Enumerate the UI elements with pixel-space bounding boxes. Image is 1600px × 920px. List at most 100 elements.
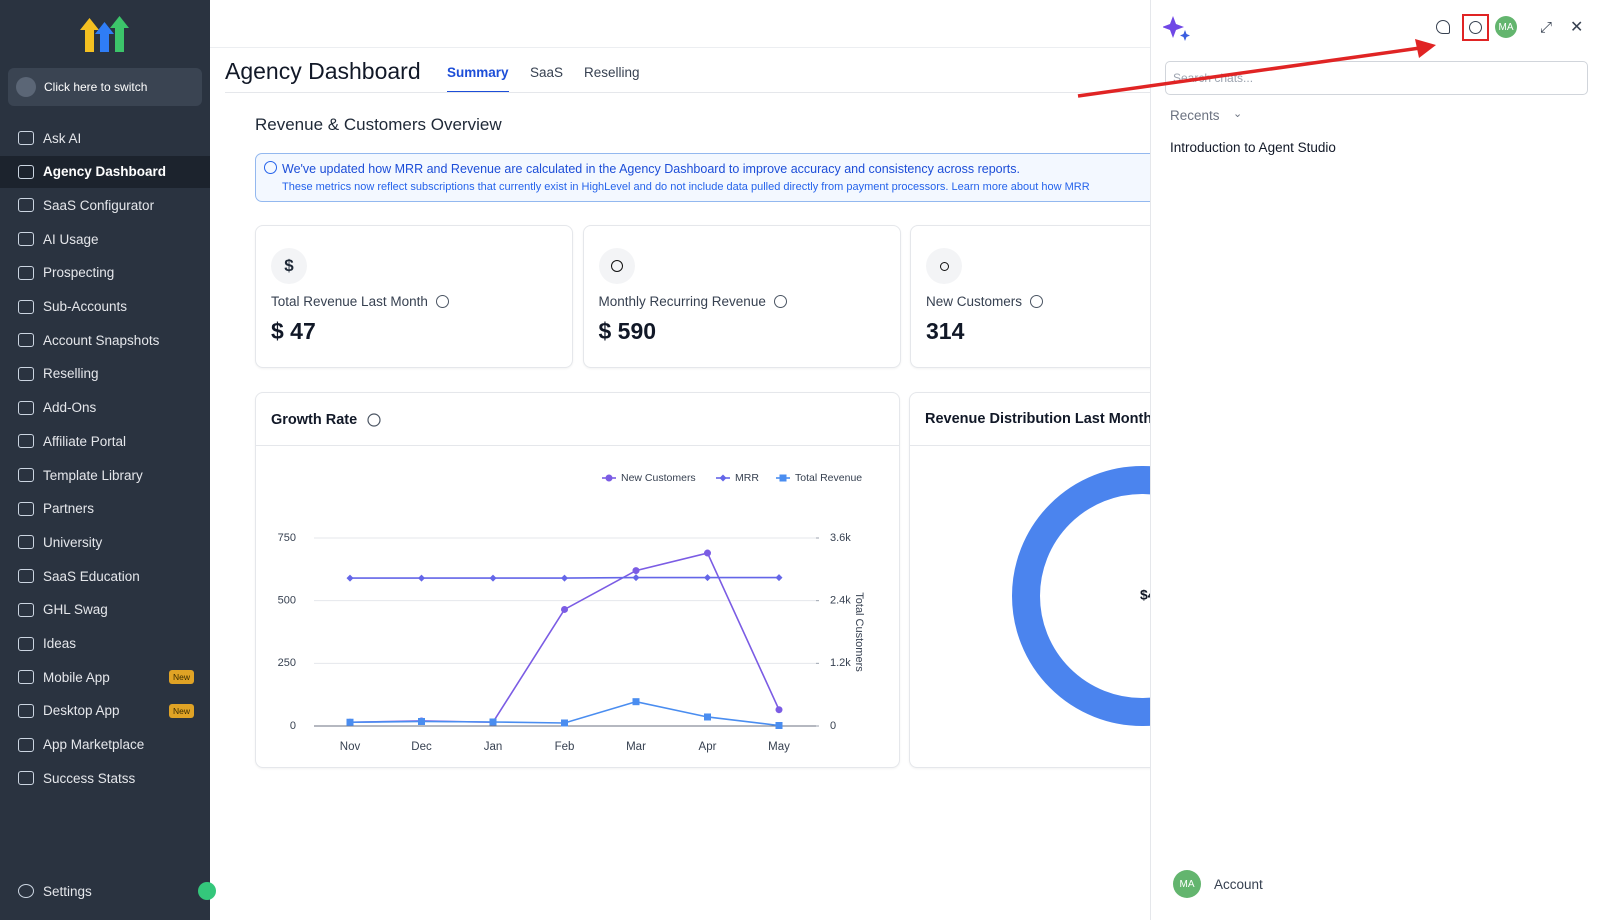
point (632, 698, 640, 706)
nav-icon (18, 670, 34, 685)
info-icon (773, 295, 787, 308)
point (704, 713, 711, 721)
x-tick-label: May (768, 741, 790, 753)
point (561, 719, 568, 727)
nav-item[interactable]: Ask AI (0, 122, 210, 154)
nav-item[interactable]: Success Statss (0, 762, 210, 794)
avatar: MA (1495, 16, 1517, 38)
point (704, 574, 711, 582)
point (719, 474, 727, 482)
nav-label: Settings (43, 883, 92, 899)
info-icon (367, 413, 381, 427)
nav-item[interactable]: Prospecting (0, 257, 210, 289)
nav-item[interactable]: AI Usage (0, 223, 210, 255)
nav-item[interactable]: GHL Swag (0, 594, 210, 626)
x-tick-label: Nov (340, 741, 361, 753)
nav-icon (18, 501, 34, 516)
y2-tick-label: 2.4k (830, 595, 851, 607)
legend-label: New Customers (621, 472, 696, 484)
nav-item[interactable]: Sub-Accounts (0, 291, 210, 323)
nav-item[interactable]: Template Library (0, 459, 210, 491)
nav-icon (18, 468, 34, 482)
point (418, 574, 425, 582)
nav-label: SaaS Configurator (43, 197, 155, 213)
nav-item[interactable]: SaaS Configurator (0, 189, 210, 221)
nav-item[interactable]: Affiliate Portal (0, 425, 210, 457)
nav-item[interactable]: Mobile App New (0, 661, 210, 693)
nav-icon (18, 299, 34, 314)
new-chat-button[interactable] (1436, 20, 1450, 34)
nav-item[interactable]: Partners (0, 493, 210, 525)
card-value: $ 47 (271, 318, 316, 344)
nav-label: Ideas (43, 636, 77, 651)
close-button[interactable]: ✕ (1570, 19, 1584, 36)
info-icon (1030, 295, 1044, 308)
nav-label: Success Statss (43, 770, 136, 786)
point (775, 721, 783, 729)
nav-icon (18, 602, 34, 617)
nav-item[interactable]: Reselling (0, 358, 210, 390)
sidebar: Click here to switch Ask AI Agency Dashbo… (0, 0, 216, 920)
point (605, 474, 613, 482)
account-link[interactable]: Account (1214, 877, 1263, 892)
nav-item[interactable]: Add-Ons (0, 392, 210, 424)
nav-item[interactable]: SaaS Education (0, 560, 210, 592)
nav-icon (18, 333, 34, 348)
badge: New (168, 703, 194, 718)
nav-item[interactable]: Settings (0, 875, 210, 907)
y2-tick-label: 0 (830, 720, 836, 732)
point (704, 549, 711, 557)
expand-button[interactable]: ⤢ (1540, 19, 1553, 36)
tab[interactable]: Summary (447, 65, 509, 93)
nav-icon (18, 636, 34, 651)
section-title: Revenue & Customers Overview (255, 115, 502, 134)
notice: We've updated how MRR and Revenue are ca… (255, 153, 1185, 202)
y-tick-label: 0 (290, 720, 296, 732)
nav-label: AI Usage (43, 231, 99, 247)
point (489, 574, 497, 582)
nav-label: Mobile App (43, 669, 110, 685)
nav-label: Ask AI (43, 130, 82, 146)
x-tick-label: Dec (411, 741, 432, 753)
nav-item[interactable]: Account Snapshots (0, 324, 210, 356)
tab-divider (225, 92, 1150, 93)
donut-ring (1012, 466, 1238, 726)
nav-label: GHL Swag (43, 602, 108, 618)
nav-item[interactable]: Ideas (0, 628, 210, 660)
nav-item[interactable]: Desktop App New (0, 695, 210, 727)
x-tick-label: Feb (555, 741, 575, 753)
history-button[interactable] (1469, 21, 1482, 34)
nav-icon (18, 434, 34, 449)
account-avatar: MA (1173, 870, 1201, 898)
x-tick-label: Apr (699, 741, 717, 753)
nav-icon (18, 569, 34, 584)
tab[interactable]: SaaS (530, 65, 564, 80)
nav-icon (18, 198, 34, 213)
account-switcher[interactable]: Click here to switch (8, 68, 202, 106)
collapse-button[interactable] (198, 882, 216, 900)
nav-item[interactable]: University (0, 526, 210, 558)
card-title: Revenue Distribution Last Month (925, 411, 1153, 427)
nav-icon (18, 535, 34, 550)
nav-icon (18, 232, 34, 247)
recents-toggle[interactable]: Recents (1170, 108, 1220, 123)
nav-item[interactable]: Agency Dashboard (0, 155, 210, 188)
card-icon: $ (271, 248, 307, 284)
nav-item[interactable]: App Marketplace (0, 729, 210, 761)
card-value: 314 (926, 318, 965, 344)
annotation-arrow (1077, 39, 1436, 98)
stat-card: Monthly Recurring Revenue $ 590 (582, 225, 901, 368)
tab[interactable]: Reselling (584, 65, 640, 80)
chart-title: Growth Rate (271, 412, 357, 428)
nav-icon (18, 703, 34, 718)
nav-label: Add-Ons (43, 400, 97, 416)
legend-label: MRR (735, 472, 759, 484)
nav-label: App Marketplace (43, 737, 145, 753)
legend-label: Total Revenue (795, 472, 862, 484)
chevron: ⌄ (1233, 108, 1243, 120)
card-value: $ 590 (598, 318, 657, 344)
chart: Growth Rate 0 250 500 750 0 1.2k 2.4k 3.6k Total… (271, 412, 865, 753)
nav-label: Affiliate Portal (43, 433, 127, 449)
chat-item[interactable]: Introduction to Agent Studio (1170, 140, 1336, 155)
